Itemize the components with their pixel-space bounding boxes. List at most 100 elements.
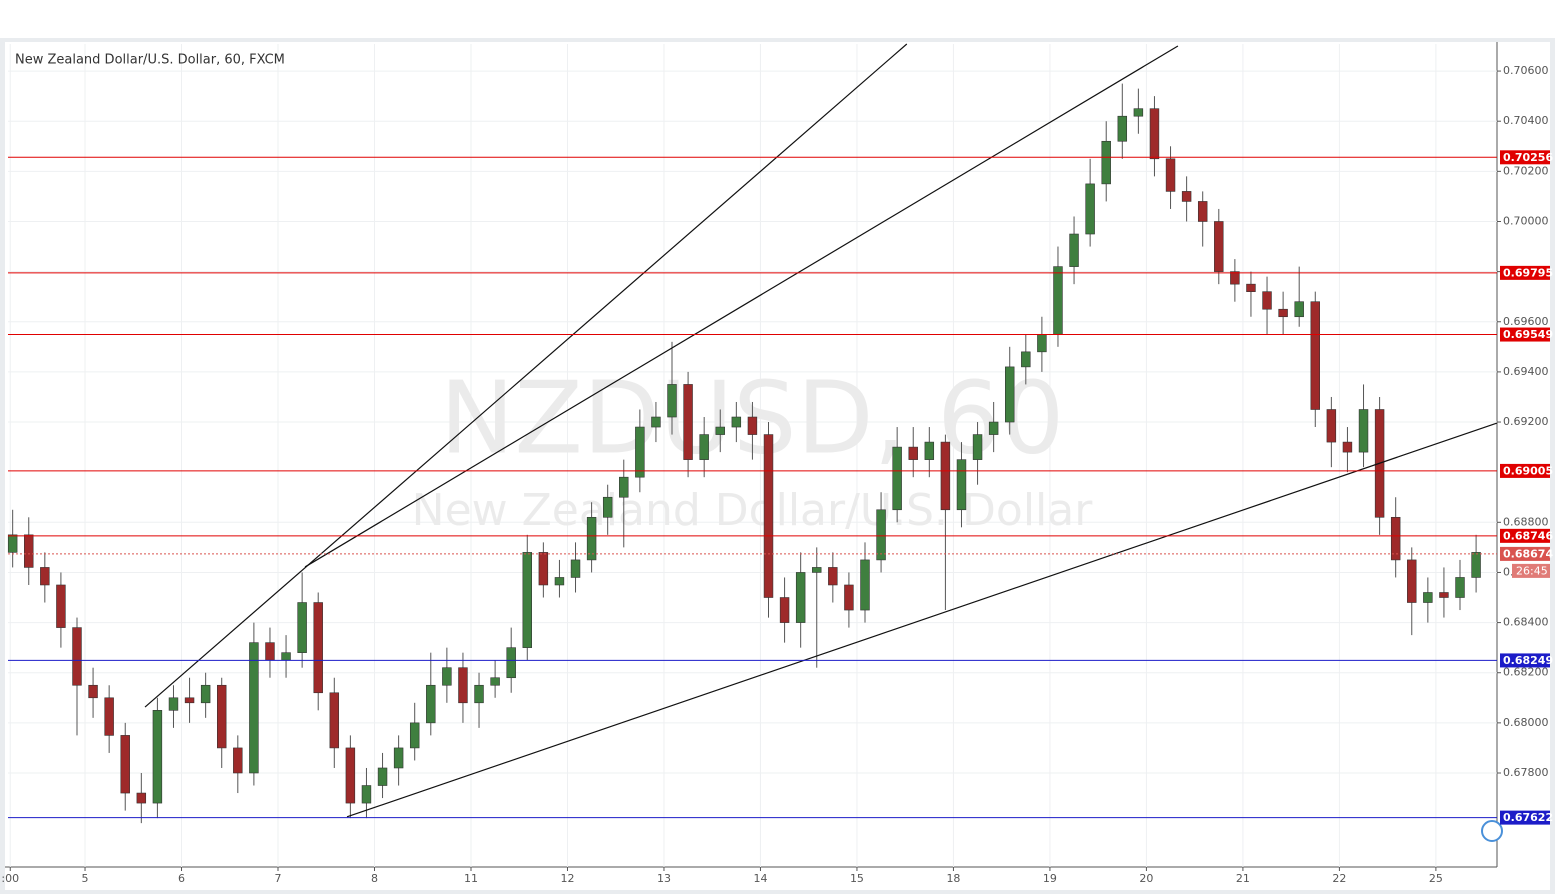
x-tick-label: 25 [1429, 872, 1443, 885]
candle-body [1358, 409, 1369, 453]
y-tick-label: 0.70600 [1503, 64, 1549, 77]
candle-body [136, 792, 147, 804]
candle-body [1326, 409, 1337, 443]
trendline [144, 43, 908, 708]
candle-body [1439, 592, 1449, 598]
candle-body [619, 476, 629, 498]
candle-body [795, 572, 806, 623]
candle-body [7, 534, 18, 553]
candle-body [1165, 158, 1176, 192]
candle-body [40, 567, 50, 586]
price-level-tag [1500, 546, 1550, 561]
candle-body [828, 567, 838, 586]
candle-body [1069, 233, 1079, 267]
candle-body [281, 652, 291, 661]
candle-body [586, 516, 597, 561]
x-tick-label: 18 [946, 872, 960, 885]
price-level-label: 0.69549 [1503, 328, 1553, 341]
candle-body [924, 441, 935, 460]
candle-body [426, 684, 436, 724]
candle-body [1197, 201, 1208, 222]
y-tick-label: 0.68400 [1503, 616, 1549, 629]
price-level-label: 0.69005 [1503, 464, 1553, 477]
price-level-tag [1500, 528, 1550, 543]
candle-body [570, 559, 581, 578]
candle-body [217, 684, 227, 749]
candle-body [200, 684, 211, 704]
candle-body [1053, 266, 1063, 335]
x-tick-label: 13 [657, 872, 671, 885]
chart-title: New Zealand Dollar/U.S. Dollar, 60, FXCM [15, 53, 285, 68]
price-level-tag [1500, 810, 1550, 825]
candle-body [184, 697, 195, 704]
marks [7, 83, 1481, 824]
candle-body [522, 552, 532, 648]
candle-body [1455, 577, 1465, 598]
price-level-tag [1500, 463, 1550, 478]
y-tick-label: 0.70000 [1503, 214, 1549, 227]
price-level-tag [1500, 653, 1550, 668]
candle-body [1294, 301, 1304, 318]
candle-body [876, 509, 886, 561]
candle-body [731, 416, 742, 428]
y-tick-label: 0.68800 [1503, 515, 1549, 528]
settings-icon[interactable] [1481, 820, 1503, 842]
y-tick-label: 0.68000 [1503, 716, 1549, 729]
candle-body [24, 534, 34, 568]
trendline [346, 422, 1498, 818]
candle-body [104, 697, 114, 736]
candle-body [1423, 592, 1433, 603]
candle-body [1085, 183, 1095, 235]
candle-body [940, 441, 951, 511]
candle-body [152, 710, 163, 804]
candle-body [1149, 108, 1160, 160]
candle-body [554, 577, 565, 586]
candle-body [361, 785, 372, 804]
x-tick-label: 14 [753, 872, 767, 885]
candle-body [699, 434, 709, 460]
candle-body [329, 692, 340, 749]
candle-body [249, 642, 259, 774]
trendline [304, 45, 1179, 568]
candle-body [458, 667, 468, 704]
panel [5, 42, 1550, 890]
x-tick-label: 5 [82, 872, 89, 885]
price-level-label: 0.70256 [1503, 151, 1553, 164]
price-level-tag [1500, 265, 1550, 280]
candle-body [1117, 115, 1128, 142]
candle-body [747, 416, 758, 435]
x-tick-label: 15 [850, 872, 864, 885]
x-tick-label: 6 [178, 872, 185, 885]
candle-body [1133, 108, 1144, 117]
price-level-label: 0.67622 [1503, 811, 1553, 824]
candle-body [908, 446, 918, 460]
candle-body [474, 684, 484, 704]
candle-body [506, 647, 516, 679]
x-tick-label: 8 [371, 872, 378, 885]
x-tick-label: 7 [275, 872, 282, 885]
y-tick-label: 0.70200 [1503, 164, 1549, 177]
candle-body [1471, 552, 1481, 578]
y-tick-label: 0.67800 [1503, 766, 1549, 779]
grid [8, 44, 1497, 867]
price-level-tag [1500, 327, 1550, 342]
candle-body [844, 584, 854, 611]
candle-body [56, 584, 66, 628]
candle-body [1181, 191, 1192, 202]
candle-body [313, 602, 323, 694]
candle-body [763, 434, 774, 598]
candle-body [1101, 140, 1111, 185]
candle-body [490, 677, 500, 686]
candle-body [715, 426, 725, 435]
candle-body [1407, 559, 1417, 603]
x-tick-label: 20 [1139, 872, 1153, 885]
candle-body [265, 642, 275, 661]
candle-body [860, 559, 870, 611]
countdown-label: 26:45 [1516, 564, 1548, 577]
candle-body [972, 434, 983, 460]
y-tick-label: 0. [1503, 565, 1514, 578]
candle-body [812, 567, 822, 573]
countdown-tag [1512, 563, 1550, 578]
candle-body [1021, 351, 1031, 368]
